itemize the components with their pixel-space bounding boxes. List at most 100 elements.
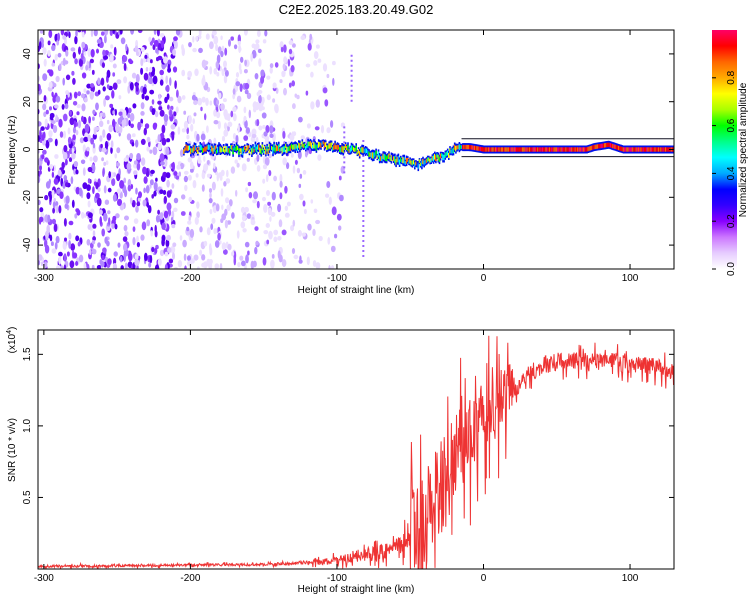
spectrogram-noise-speck (63, 113, 68, 122)
spectrogram-noise-speck (136, 162, 141, 171)
spectrogram-noise-speck (257, 48, 262, 54)
spectrogram-ridge-core (643, 147, 646, 152)
spectrogram-ridge-core (346, 146, 348, 151)
spectrogram-ridge-core (432, 155, 435, 162)
spectrogram-ridge-core (256, 144, 259, 150)
spectrogram-ridge-core (208, 144, 211, 150)
spectrogram-noise-speck (221, 204, 224, 211)
spectrogram-ridge-core (593, 144, 595, 150)
spectrogram-noise-speck (305, 63, 311, 68)
spectrogram-noise-speck (67, 136, 72, 145)
spectrogram-noise-speck (273, 175, 277, 182)
spectrogram-ridge-core (408, 160, 410, 164)
spectrogram-noise-speck (206, 160, 210, 165)
spectrogram-noise-speck (81, 93, 85, 99)
spectrogram-noise-speck (262, 196, 266, 202)
x-tick-label: -300 (34, 273, 54, 284)
spectrogram-noise-speck (86, 263, 90, 269)
spectrogram-noise-speck (245, 127, 250, 134)
spectrogram-ridge-core (530, 147, 532, 152)
spectrogram-noise-speck (234, 159, 238, 164)
spectrogram-noise-speck (112, 30, 115, 34)
spectrogram-noise-speck (280, 46, 284, 53)
spectrogram-noise-speck (122, 109, 127, 119)
spectrogram-ridge-core (210, 149, 212, 153)
spectrogram-noise-speck (205, 33, 210, 40)
spectrogram-noise-speck (225, 178, 231, 184)
spectrogram-noise-speck (54, 53, 58, 61)
spectrogram-noise-speck (266, 75, 271, 80)
spectrogram-ridge-core (666, 147, 668, 152)
spectrogram-ridge-core (493, 147, 496, 152)
spectrogram-noise-speck (38, 254, 43, 261)
spectrogram-noise-speck (89, 58, 94, 64)
spectrogram-noise-speck (246, 92, 252, 100)
spectrogram-ridge-core (396, 156, 398, 163)
spectrogram-noise-speck (57, 52, 62, 58)
spectrogram-ridge-core (400, 157, 402, 162)
spectrogram-ridge-core (368, 151, 370, 157)
spectrogram-noise-speck (87, 178, 91, 184)
spectrogram-noise-speck (302, 170, 307, 175)
spectrogram-noise-speck (42, 149, 47, 155)
spectrogram-noise-speck (102, 86, 106, 92)
spectrogram-noise-speck (59, 131, 64, 138)
spectrogram-ridge-core (364, 148, 367, 154)
spectrogram-noise-speck (104, 236, 108, 244)
spectrogram-ridge-core (426, 157, 429, 163)
spectrogram-ridge-core (187, 145, 190, 151)
spectrogram-ridge-core (640, 147, 642, 152)
spectrogram-noise-speck (115, 213, 120, 219)
spectrogram-noise-speck (120, 265, 124, 269)
spectrogram-noise-speck (251, 133, 257, 139)
spectrogram-noise-speck (101, 157, 104, 162)
spectrogram-ridge-core (321, 141, 323, 146)
spectrogram-noise-speck (159, 69, 164, 76)
spectrogram-noise-speck (298, 116, 303, 123)
spectrogram-ridge-core (653, 147, 655, 152)
spectrogram-ridge-core (200, 145, 203, 150)
spectrogram-noise-speck (119, 180, 125, 189)
spectrogram-noise-speck (38, 121, 42, 127)
spectrogram-noise-speck (214, 263, 220, 269)
spectrogram-noise-speck (51, 62, 56, 67)
spectrogram-noise-speck (128, 252, 133, 262)
spectrogram-noise-speck (110, 44, 114, 49)
spectrogram-noise-speck (219, 263, 223, 269)
spectrogram-ridge-core (626, 147, 628, 152)
spectrogram-noise-speck (156, 30, 160, 37)
spectrogram-ridge-core (507, 147, 510, 152)
spectrogram-noise-speck (133, 160, 138, 165)
spectrogram-noise-speck (174, 80, 177, 89)
spectrogram-noise-speck (158, 93, 161, 100)
spectrogram-noise-speck (233, 44, 238, 50)
spectrogram-ridge-core (378, 155, 381, 161)
spectrogram-ridge-core (579, 147, 581, 152)
spectrogram-noise-speck (218, 92, 222, 99)
spectrogram-noise-speck (65, 49, 69, 57)
spectrogram-noise-speck (248, 109, 251, 119)
spectrogram-ridge-core (614, 144, 617, 149)
spectrogram-noise-speck (271, 254, 275, 259)
spectrogram-noise-speck (140, 111, 145, 116)
spectrogram-noise-speck (38, 259, 41, 266)
spectrogram-noise-speck (92, 186, 95, 195)
spectrogram-noise-speck (209, 41, 214, 50)
spectrogram-ridge-core (455, 145, 457, 152)
spectrogram-ridge-core (589, 146, 592, 151)
spectrogram-ridge-core (206, 145, 209, 150)
x-tick-label: -300 (34, 573, 54, 584)
spectrogram-noise-speck (62, 241, 67, 250)
spectrogram-noise-speck (193, 254, 199, 261)
spectrogram-ridge-core (648, 147, 651, 152)
spectrogram-noise-speck (217, 54, 221, 64)
spectrogram-noise-speck (211, 30, 217, 36)
spectrogram-ridge-core (306, 144, 308, 149)
spectrogram-noise-speck (143, 187, 146, 194)
spectrogram-ridge-core (491, 147, 493, 152)
spectrogram-noise-speck (265, 174, 269, 183)
spectrogram-noise-speck (134, 258, 140, 266)
spectrogram-noise-speck (155, 177, 158, 182)
spectrogram-noise-speck (146, 136, 151, 143)
spectrogram-noise-speck (47, 214, 51, 223)
